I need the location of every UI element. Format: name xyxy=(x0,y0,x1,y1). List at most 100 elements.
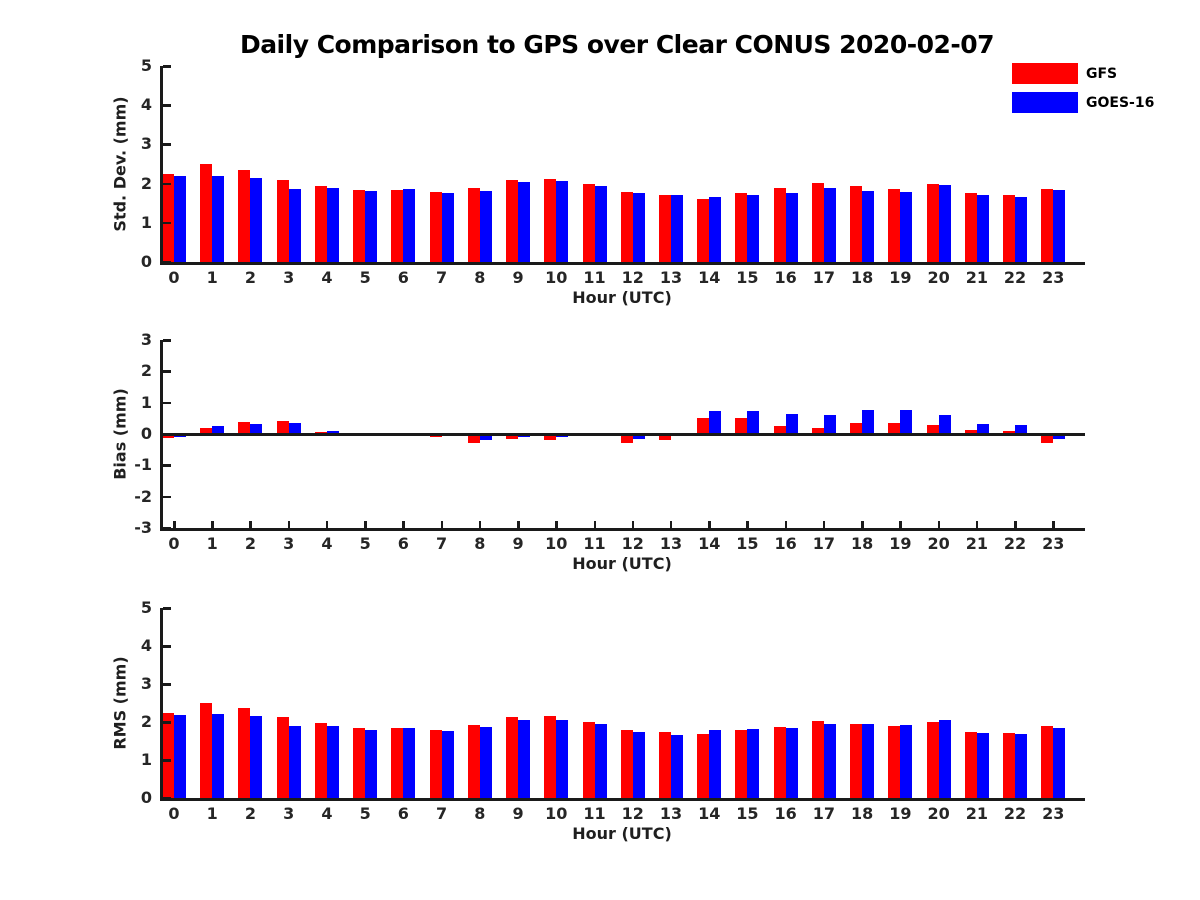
bar-goes-16-h5 xyxy=(365,730,378,798)
bar-gfs-h3 xyxy=(276,421,289,434)
x-tick-label: 2 xyxy=(244,534,257,553)
x-tick-label: 17 xyxy=(812,534,836,553)
bar-goes-16-h21 xyxy=(976,424,989,434)
bar-goes-16-h12 xyxy=(632,434,645,439)
bar-goes-16-h7 xyxy=(441,731,454,798)
x-tick xyxy=(861,521,864,528)
bar-gfs-h14 xyxy=(697,734,710,798)
bar-gfs-h9 xyxy=(506,434,519,439)
legend-label-goes16: GOES-16 xyxy=(1086,94,1155,111)
bar-gfs-h0 xyxy=(162,712,174,798)
bar-gfs-h21 xyxy=(964,731,977,798)
y-axis-spine xyxy=(160,608,163,801)
bar-goes-16-h15 xyxy=(747,728,760,798)
bar-goes-16-h2 xyxy=(250,715,263,798)
x-tick-label: 20 xyxy=(927,268,950,287)
bar-gfs-h16 xyxy=(773,726,786,798)
bar-goes-16-h7 xyxy=(441,193,454,262)
x-tick xyxy=(249,521,252,528)
x-tick-label: 16 xyxy=(774,268,797,287)
x-tick-label: 14 xyxy=(698,268,721,287)
y-tick-label: 3 xyxy=(140,330,152,349)
zero-line xyxy=(160,433,1085,436)
x-tick-label: 10 xyxy=(545,534,568,553)
bar-goes-16-h13 xyxy=(670,195,683,262)
bar-goes-16-h15 xyxy=(747,195,760,262)
y-tick xyxy=(163,464,171,467)
y-tick xyxy=(163,683,171,686)
bar-goes-16-h9 xyxy=(518,182,531,262)
y-tick xyxy=(163,261,171,264)
bar-goes-16-h11 xyxy=(594,724,607,798)
bar-gfs-h5 xyxy=(353,728,366,798)
x-tick-label: 0 xyxy=(168,804,180,823)
bar-gfs-h22 xyxy=(1003,430,1016,434)
x-tick xyxy=(1052,521,1055,528)
bar-gfs-h14 xyxy=(697,417,710,434)
x-axis-spine xyxy=(160,798,1085,801)
x-tick-label: 9 xyxy=(512,268,524,287)
bar-gfs-h16 xyxy=(773,187,786,262)
y-tick xyxy=(163,607,171,610)
bar-gfs-h15 xyxy=(735,418,748,434)
x-tick xyxy=(517,521,520,528)
bar-goes-16-h2 xyxy=(250,177,263,262)
x-tick-label: 21 xyxy=(965,268,988,287)
x-tick xyxy=(402,521,405,528)
bar-goes-16-h13 xyxy=(670,734,683,798)
y-tick xyxy=(163,339,171,342)
bar-gfs-h23 xyxy=(1041,188,1054,262)
x-tick xyxy=(746,521,749,528)
bar-gfs-h1 xyxy=(200,703,213,798)
bar-gfs-h12 xyxy=(620,192,633,262)
y-tick-label: 2 xyxy=(140,361,152,381)
bar-gfs-h15 xyxy=(735,193,748,262)
bar-goes-16-h1 xyxy=(212,714,225,798)
x-tick-label: 7 xyxy=(436,534,448,553)
bar-goes-16-h18 xyxy=(862,723,875,798)
bar-gfs-h4 xyxy=(314,723,327,798)
bar-gfs-h2 xyxy=(238,422,251,434)
bar-gfs-h23 xyxy=(1041,726,1054,798)
bar-goes-16-h10 xyxy=(556,181,569,262)
x-tick-label: 6 xyxy=(397,534,409,553)
x-tick-label: 16 xyxy=(774,804,797,823)
x-tick xyxy=(937,521,941,528)
bar-gfs-h4 xyxy=(314,185,327,262)
bar-gfs-h6 xyxy=(391,190,404,262)
bar-gfs-h18 xyxy=(850,423,863,434)
y-tick xyxy=(163,645,171,648)
x-tick xyxy=(669,521,673,528)
bar-gfs-h13 xyxy=(658,732,671,798)
bar-gfs-h17 xyxy=(811,182,824,262)
x-tick-label: 17 xyxy=(812,268,836,287)
bar-goes-16-h20 xyxy=(938,184,951,262)
x-tick-label: 20 xyxy=(927,804,950,823)
x-tick xyxy=(631,521,635,528)
bar-goes-16-h17 xyxy=(823,723,836,798)
x-tick-label: 22 xyxy=(1003,534,1027,553)
y-tick-label: 2 xyxy=(140,712,152,731)
x-tick-label: 18 xyxy=(850,268,874,287)
y-tick-label: -2 xyxy=(134,486,152,506)
x-tick-label: 21 xyxy=(965,534,988,553)
x-tick xyxy=(478,521,482,528)
y-axis-label: RMS (mm) xyxy=(110,656,130,750)
y-tick-label: 1 xyxy=(140,212,152,232)
x-axis-spine xyxy=(160,528,1085,531)
x-tick xyxy=(364,521,367,528)
bar-goes-16-h17 xyxy=(823,414,836,434)
bar-goes-16-h12 xyxy=(632,731,645,798)
x-tick-label: 15 xyxy=(736,804,759,823)
y-tick xyxy=(163,721,171,724)
bar-gfs-h13 xyxy=(658,434,671,440)
bar-goes-16-h6 xyxy=(403,189,416,262)
bar-goes-16-h8 xyxy=(479,190,492,262)
y-tick xyxy=(163,221,171,225)
x-tick-label: 1 xyxy=(206,534,218,553)
bar-gfs-h11 xyxy=(582,184,595,262)
x-tick xyxy=(784,521,788,528)
x-tick xyxy=(287,521,291,528)
x-tick-label: 10 xyxy=(545,804,568,823)
bar-gfs-h10 xyxy=(544,434,557,440)
